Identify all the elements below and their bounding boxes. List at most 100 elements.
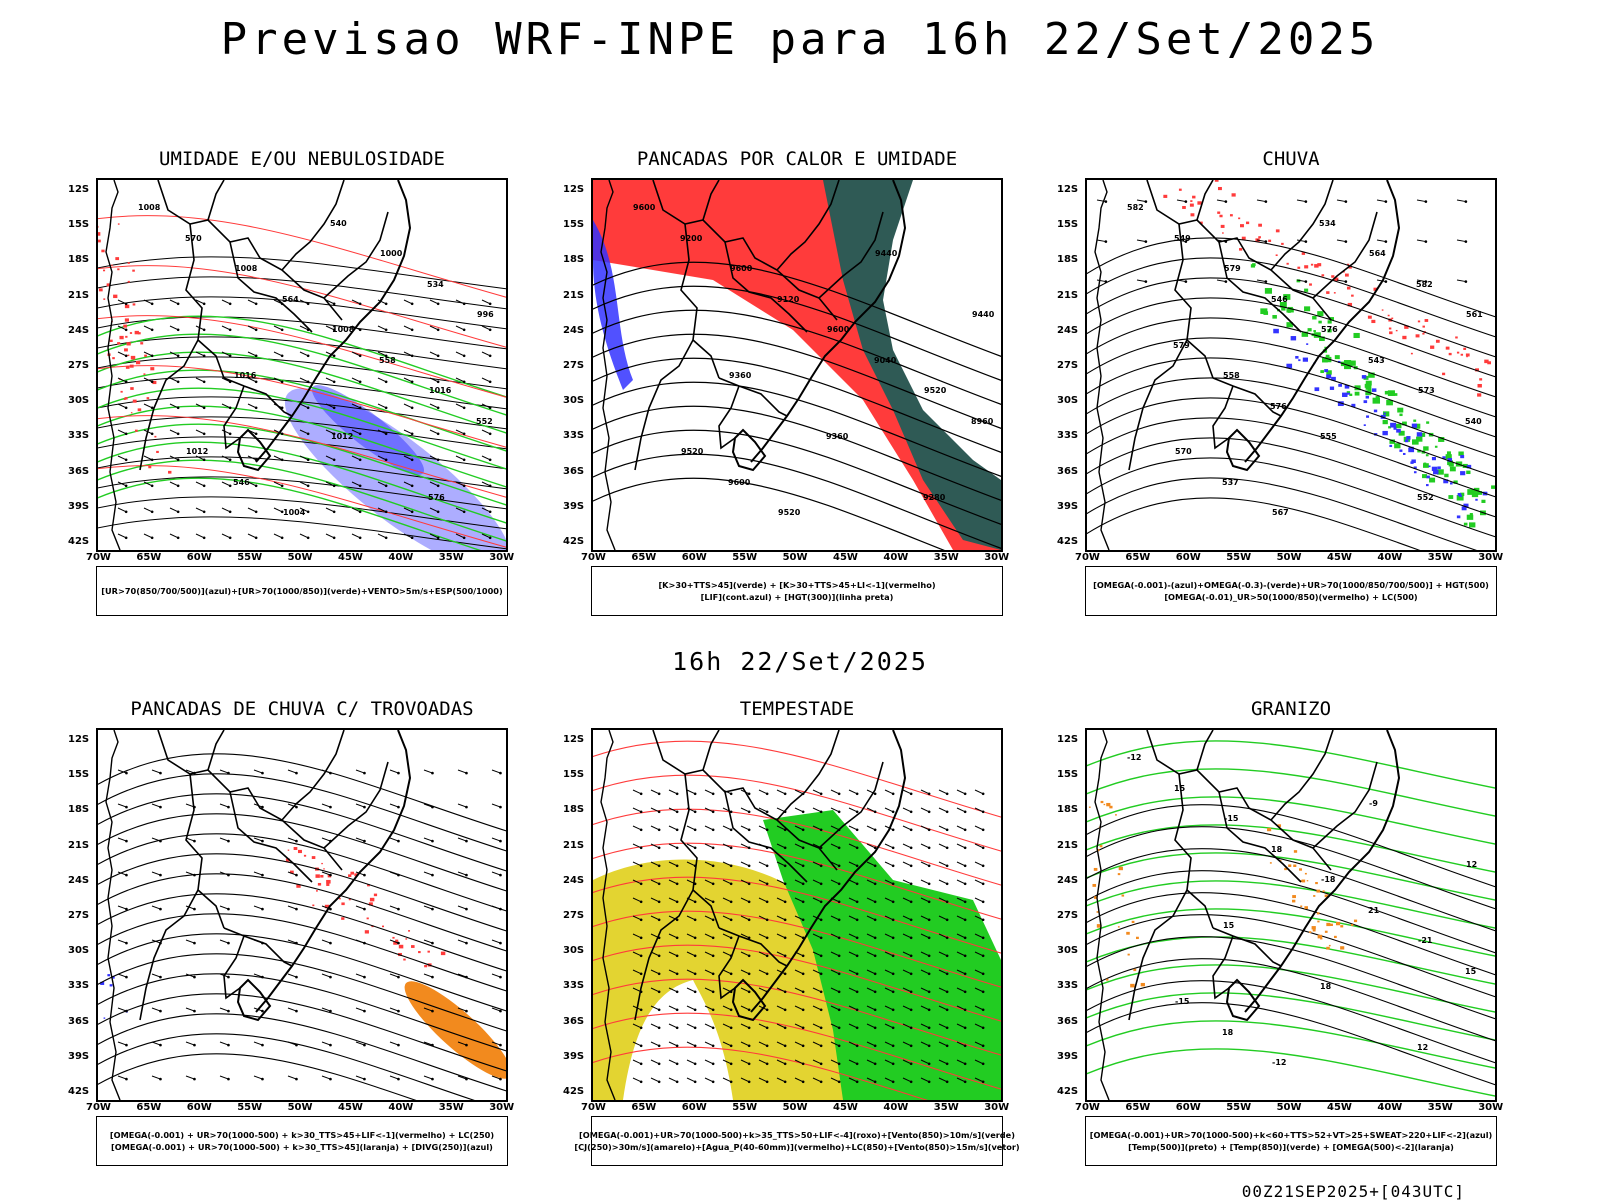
rain-cells-cell: [1334, 292, 1336, 293]
wind-vector-head: [946, 847, 949, 850]
legend-line: [Temp(500)](preto) + [Temp(850)](verde) …: [1128, 1141, 1454, 1153]
wind-vector-head: [910, 829, 913, 832]
wind-vector-head: [964, 973, 967, 976]
wind-vector: [144, 404, 152, 408]
rain-cells-cell: [1313, 330, 1316, 332]
thunder-cells-cell: [312, 856, 316, 859]
rain-cells-cell: [1217, 211, 1220, 213]
wind-vector-head: [229, 303, 232, 306]
wind-vector-head: [928, 1045, 931, 1048]
wind-vector-head: [159, 1078, 162, 1081]
wind-vector-head: [820, 1063, 823, 1066]
wind-vector-head: [676, 1009, 679, 1012]
wind-vector-head: [964, 901, 967, 904]
panel-legend: [OMEGA(-0.001)-(azul)+OMEGA(-0.3)-(verde…: [1085, 566, 1497, 616]
wind-vector-head: [658, 1027, 661, 1030]
wind-vector-head: [159, 976, 162, 979]
wind-vector-head: [874, 973, 877, 976]
rain-cells-cell: [1436, 340, 1440, 343]
thunder-cells-cell: [424, 965, 427, 967]
wind-vector: [482, 352, 490, 356]
wind-vector-head: [712, 1045, 715, 1048]
contour-line: [1087, 338, 1495, 420]
wind-vector-head: [329, 976, 332, 979]
rain-cells-cell: [1326, 291, 1329, 294]
wind-vector-head: [982, 811, 985, 814]
wind-vector: [687, 1024, 695, 1028]
wind-vector-head: [159, 1010, 162, 1013]
wind-vector-head: [640, 919, 643, 922]
humidity-cells-cell: [123, 325, 127, 328]
longitude-tick-label: 60W: [682, 552, 707, 563]
wind-vector-head: [359, 355, 362, 358]
wind-vector-head: [193, 942, 196, 945]
wind-vector-head: [856, 865, 859, 868]
wind-vector-head: [982, 937, 985, 940]
wind-vector: [921, 844, 929, 848]
latitude-tick-label: 27S: [563, 910, 584, 921]
wind-vector-head: [784, 1009, 787, 1012]
wind-vector-head: [964, 955, 967, 958]
wind-vector-head: [125, 329, 128, 332]
thunder-cells-cell: [350, 872, 354, 875]
contour-line: [98, 257, 506, 290]
contour-label: 564: [282, 295, 299, 304]
humidity-cells-cell: [131, 356, 135, 360]
wind-vector-head: [856, 919, 859, 922]
wind-vector-head: [333, 511, 336, 514]
wind-vector-head: [463, 407, 466, 410]
wind-vector-head: [838, 1063, 841, 1066]
longitude-tick-label: 50W: [288, 552, 313, 563]
wind-vector: [322, 940, 330, 943]
latitude-tick-label: 42S: [68, 1086, 89, 1097]
rain-cells-cell: [1303, 358, 1308, 362]
thunder-cells-cell: [321, 863, 323, 864]
wind-vector: [170, 300, 178, 304]
wind-vector: [1417, 200, 1426, 202]
wind-vector-head: [838, 883, 841, 886]
wind-vector-head: [928, 829, 931, 832]
wind-vector-head: [784, 919, 787, 922]
wind-vector-head: [193, 840, 196, 843]
wind-vector: [424, 906, 432, 909]
panel-title: CHUVA: [1085, 148, 1497, 170]
wind-vector-head: [730, 1045, 733, 1048]
wind-vector: [669, 826, 677, 830]
omega-cells-cell: [1326, 923, 1330, 926]
wind-vector-head: [982, 1027, 985, 1030]
rain-cells-cell: [1417, 432, 1422, 436]
wind-vector: [390, 770, 398, 773]
longitude-tick-label: 65W: [631, 1102, 656, 1113]
wind-vector-head: [964, 865, 967, 868]
wind-vector-head: [499, 806, 502, 809]
wind-vector: [352, 534, 360, 538]
wind-vector-head: [363, 1078, 366, 1081]
wind-vector-head: [802, 991, 805, 994]
wind-vector-head: [255, 537, 258, 540]
contour-line: [1087, 258, 1495, 340]
humidity-cells-cell: [103, 298, 105, 300]
longitude-tick-label: 45W: [338, 1102, 363, 1113]
wind-vector: [186, 940, 194, 943]
wind-vector: [220, 838, 228, 841]
wind-vector-head: [820, 883, 823, 886]
wind-vector-head: [748, 1081, 751, 1084]
wind-vector-head: [229, 329, 232, 332]
wind-vector-head: [229, 433, 232, 436]
rain-cells-cell: [1309, 283, 1312, 285]
wind-vector: [254, 906, 262, 909]
wind-vector: [424, 770, 432, 773]
thunder-cells-cell: [288, 850, 290, 851]
wind-vector-head: [193, 1044, 196, 1047]
wind-vector-head: [856, 901, 859, 904]
contour-label: 9600: [730, 264, 753, 273]
contour-label: 18: [1320, 982, 1332, 991]
latitude-tick-label: 30S: [68, 945, 89, 956]
wind-vector: [144, 456, 152, 460]
divergence-cells-cell: [104, 1017, 106, 1018]
thunder-cells-cell: [348, 874, 351, 877]
wind-vector-head: [1465, 200, 1468, 203]
wind-vector: [390, 804, 398, 807]
wind-vector-head: [856, 937, 859, 940]
wind-vector-head: [712, 1063, 715, 1066]
